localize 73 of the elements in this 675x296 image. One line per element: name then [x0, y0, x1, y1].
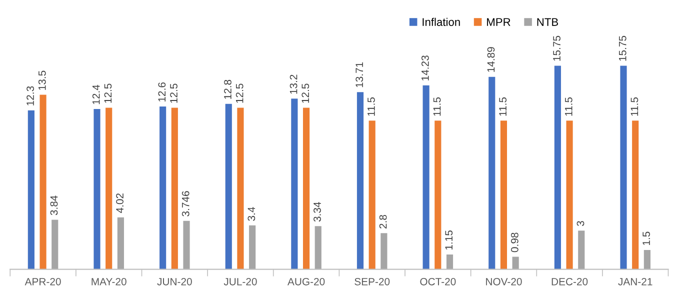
bar [644, 250, 650, 270]
x-tick-label: APR-20 [24, 278, 61, 286]
data-label: 12.8 [224, 80, 232, 99]
bar [171, 108, 178, 270]
data-label: 3.34 [314, 202, 321, 222]
bar [314, 226, 322, 270]
data-label: 12.5 [170, 84, 178, 103]
bar [183, 220, 190, 270]
bar [160, 106, 166, 270]
x-tick-label: AUG-20 [287, 278, 325, 286]
data-label: 15.75 [553, 36, 560, 61]
data-label: 11.5 [630, 97, 638, 116]
bar [28, 110, 34, 270]
bar [368, 120, 376, 270]
data-label: 0.98 [510, 232, 518, 252]
data-label: 11.5 [565, 97, 572, 116]
x-tick-label: JAN-21 [618, 278, 652, 286]
bar [94, 109, 100, 270]
data-label: 3 [576, 221, 584, 226]
x-tick-label: MAY-20 [92, 278, 126, 286]
data-label: 11.5 [499, 97, 507, 116]
data-label: 12.4 [92, 84, 100, 104]
x-tick-label: JUN-20 [157, 278, 192, 286]
bar [488, 76, 496, 270]
bar [512, 256, 519, 270]
bar [578, 230, 585, 270]
bar [422, 85, 430, 270]
x-tick-label: DEC-20 [552, 278, 588, 286]
data-label: 13.2 [290, 74, 298, 94]
bar [380, 233, 388, 270]
bar [225, 104, 232, 270]
data-label: 15.75 [619, 36, 626, 61]
legend-label: Inflation [422, 18, 460, 26]
bar [237, 108, 244, 270]
bar [554, 66, 561, 270]
data-label: 3.4 [248, 207, 256, 221]
data-label: 1.15 [445, 230, 453, 250]
bar [446, 254, 454, 270]
data-label: 14.23 [421, 56, 429, 80]
bar [632, 120, 639, 270]
data-label: 2.8 [379, 214, 387, 228]
data-label: 11.5 [433, 97, 441, 116]
bar [117, 217, 124, 270]
x-tick-label: SEP-20 [354, 278, 390, 286]
data-label: 1.5 [642, 232, 650, 246]
bar [566, 120, 573, 270]
data-label: 13.5 [38, 70, 46, 90]
data-label: 11.5 [368, 97, 375, 116]
data-label: 12.5 [236, 84, 244, 103]
data-label: 12.5 [104, 84, 112, 103]
data-label: 14.89 [487, 47, 495, 72]
data-label: 12.6 [158, 82, 166, 102]
bar [106, 108, 112, 270]
data-label: 12.5 [302, 84, 310, 103]
data-label: 3.746 [182, 191, 190, 216]
legend-label: MPR [487, 18, 510, 26]
bar [302, 108, 310, 270]
data-label: 4.02 [116, 193, 124, 213]
bar [356, 92, 364, 270]
bar [500, 120, 508, 270]
legend-label: NTB [537, 18, 558, 26]
x-tick-label: NOV-20 [486, 278, 522, 286]
x-tick-label: OCT-20 [420, 278, 456, 286]
bar [249, 225, 256, 270]
x-tick-label: JUL-20 [224, 278, 257, 286]
data-label: 12.3 [26, 86, 34, 106]
bar [52, 220, 58, 270]
data-label: 13.71 [356, 62, 364, 88]
bar [434, 120, 442, 270]
bar [291, 98, 298, 270]
bar [40, 94, 46, 270]
bar [620, 66, 627, 270]
data-label: 3.84 [50, 196, 58, 216]
